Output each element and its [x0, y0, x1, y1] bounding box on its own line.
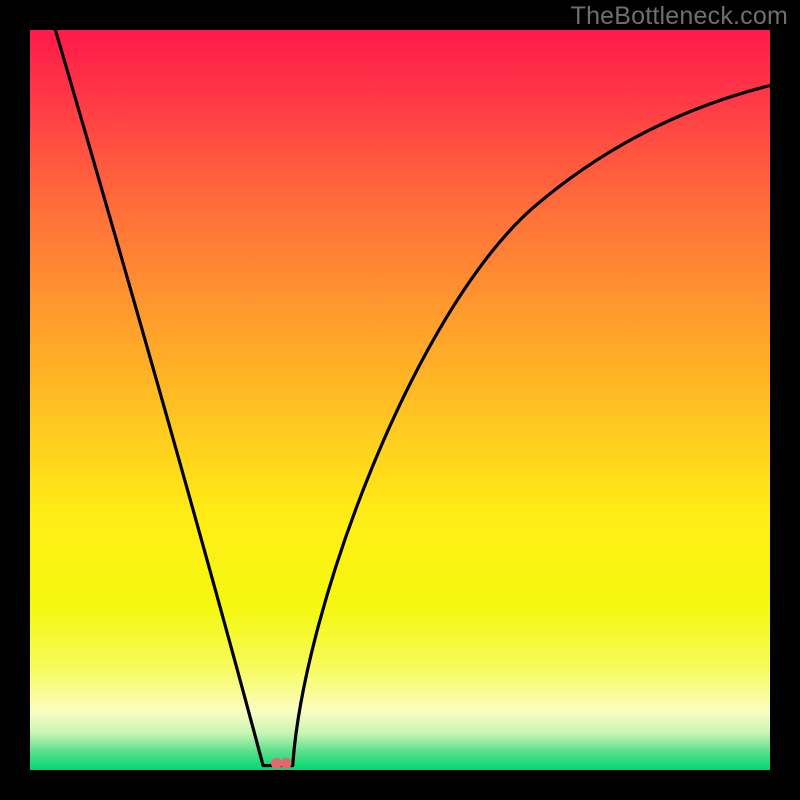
- watermark-text: TheBottleneck.com: [571, 2, 788, 31]
- min-marker-1: [271, 758, 282, 769]
- bottleneck-curve-chart: [0, 0, 800, 800]
- gradient-background: [30, 30, 770, 770]
- min-marker-2: [281, 758, 292, 769]
- chart-container: TheBottleneck.com: [0, 0, 800, 800]
